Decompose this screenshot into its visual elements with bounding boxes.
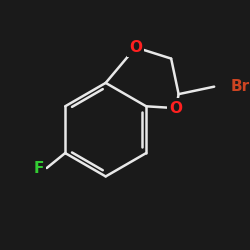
Text: O: O [170, 101, 182, 116]
Text: O: O [129, 40, 142, 55]
Text: F: F [34, 160, 44, 176]
Text: Br: Br [231, 79, 250, 94]
